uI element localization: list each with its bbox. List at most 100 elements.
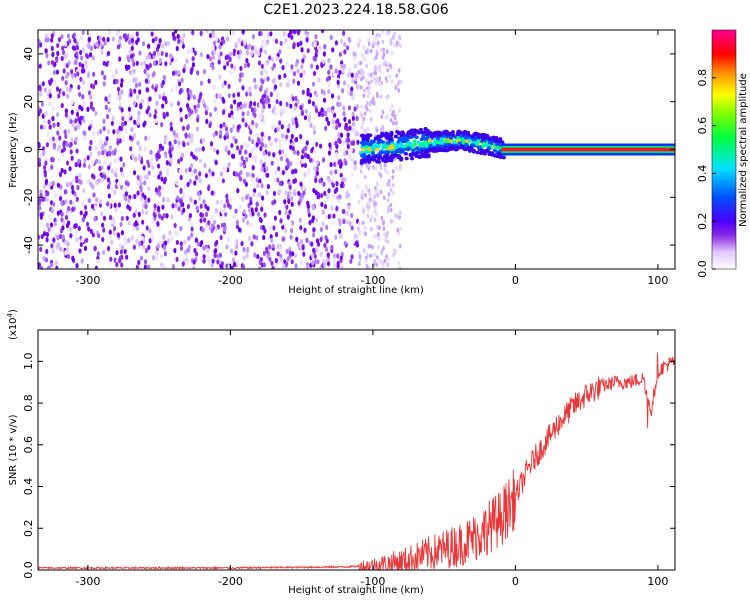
heatmap-cell <box>143 264 147 269</box>
heatmap-cell <box>385 31 389 36</box>
heatmap-cell <box>162 213 167 219</box>
heatmap-cell <box>187 137 191 143</box>
heatmap-cell <box>83 204 88 211</box>
spectrogram-heatmap <box>38 30 675 269</box>
heatmap-cell <box>104 96 108 102</box>
heatmap-cell <box>301 76 305 82</box>
heatmap-cell <box>43 119 47 126</box>
heatmap-cell <box>145 54 149 61</box>
heatmap-cell <box>447 131 452 136</box>
heatmap-cell <box>103 160 107 166</box>
heatmap-cell <box>307 167 311 173</box>
heatmap-cell <box>448 147 453 152</box>
heatmap-cell <box>138 241 142 247</box>
heatmap-cell <box>326 120 331 126</box>
heatmap-cell <box>236 188 240 194</box>
heatmap-cell <box>110 120 114 126</box>
heatmap-cell <box>75 148 79 154</box>
heatmap-cell <box>334 234 338 240</box>
heatmap-cell <box>124 191 128 197</box>
heatmap-cell <box>85 53 89 60</box>
heatmap-cell <box>291 145 295 152</box>
heatmap-cell <box>109 256 113 262</box>
heatmap-cell <box>84 60 88 66</box>
heatmap-cell <box>237 227 242 233</box>
heatmap-cell <box>44 48 48 54</box>
colorbar-tick-label: 0.8 <box>696 69 709 87</box>
heatmap-cell <box>341 140 345 146</box>
heatmap-cell <box>159 253 163 259</box>
heatmap-cell <box>222 121 226 128</box>
heatmap-cell <box>46 190 50 197</box>
heatmap-cell <box>263 49 268 55</box>
heatmap-cell <box>376 137 381 141</box>
heatmap-cell <box>177 38 181 45</box>
heatmap-cell <box>259 84 264 90</box>
heatmap-cell <box>362 209 366 214</box>
heatmap-cell <box>386 239 390 244</box>
heatmap-cell <box>393 213 397 218</box>
heatmap-cell <box>381 126 384 131</box>
heatmap-cell <box>40 233 44 240</box>
heatmap-cell <box>385 153 390 158</box>
heatmap-cell <box>106 36 110 43</box>
heatmap-cell <box>96 251 100 257</box>
heatmap-cell <box>179 174 183 181</box>
heatmap-cell <box>401 148 406 152</box>
heatmap-cell <box>78 248 82 254</box>
heatmap-cell <box>382 61 386 66</box>
heatmap-cell <box>338 228 342 234</box>
heatmap-cell <box>336 263 340 269</box>
heatmap-cell <box>179 188 183 195</box>
heatmap-cell <box>382 195 386 201</box>
heatmap-cell <box>340 88 345 94</box>
heatmap-cell <box>347 72 351 78</box>
heatmap-cell <box>374 55 378 60</box>
heatmap-cell <box>255 132 259 138</box>
heatmap-cell <box>358 257 362 263</box>
heatmap-cell <box>113 78 117 84</box>
heatmap-cell <box>397 80 401 85</box>
heatmap-cell <box>366 94 370 99</box>
heatmap-cell <box>75 111 80 118</box>
heatmap-cell <box>75 51 79 57</box>
heatmap-cell <box>225 193 229 199</box>
heatmap-cell <box>154 86 158 93</box>
heatmap-cell <box>89 151 93 157</box>
heatmap-cell <box>152 71 156 77</box>
heatmap-cell <box>50 45 54 52</box>
heatmap-cell <box>154 36 158 42</box>
heatmap-cell <box>347 204 351 211</box>
heatmap-cell <box>463 136 468 140</box>
heatmap-cell <box>290 195 294 202</box>
heatmap-cell <box>369 253 372 259</box>
heatmap-cell <box>132 212 136 218</box>
heatmap-cell <box>330 93 335 99</box>
heatmap-cell <box>339 233 343 240</box>
heatmap-cell <box>383 163 387 169</box>
heatmap-cell <box>188 178 192 184</box>
heatmap-cell <box>291 96 295 102</box>
heatmap-cell <box>257 51 261 57</box>
heatmap-cell <box>381 55 385 60</box>
heatmap-cell <box>223 135 227 141</box>
heatmap-cell <box>431 131 436 136</box>
y-tick-label: -20 <box>22 188 35 206</box>
heatmap-cell <box>200 240 204 246</box>
heatmap-cell <box>368 142 373 147</box>
heatmap-cell <box>99 128 103 135</box>
heatmap-cell <box>363 111 367 116</box>
heatmap-cell <box>118 56 122 62</box>
heatmap-cell <box>255 122 259 129</box>
heatmap-cell <box>174 85 179 91</box>
heatmap-cell <box>211 258 215 264</box>
heatmap-cell <box>116 128 120 135</box>
heatmap-cell <box>403 151 408 156</box>
heatmap-cell <box>241 85 245 91</box>
heatmap-cell <box>286 127 290 134</box>
heatmap-cell <box>110 219 115 225</box>
heatmap-cell <box>186 181 190 188</box>
heatmap-cell <box>289 68 293 74</box>
heatmap-cell <box>86 155 90 161</box>
